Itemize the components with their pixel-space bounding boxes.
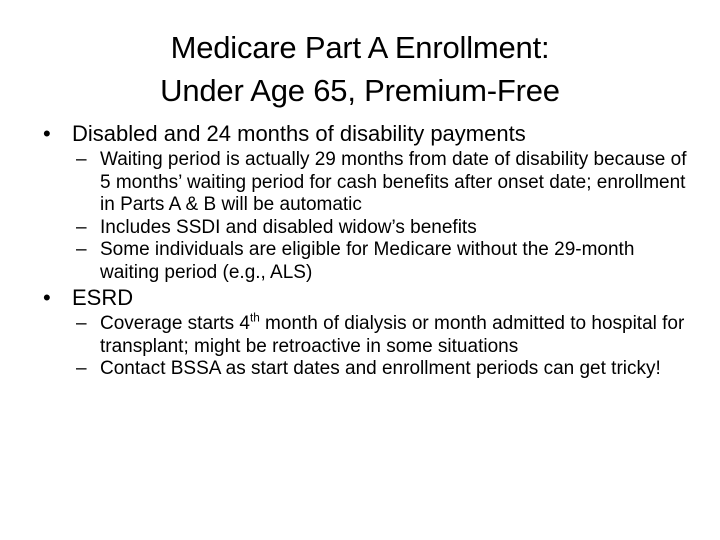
list-item-label: Some individuals are eligible for Medica… bbox=[100, 239, 635, 283]
list-item-label: ESRD bbox=[72, 285, 134, 310]
list-item-label: Contact BSSA as start dates and enrollme… bbox=[100, 358, 661, 379]
list-item: – Coverage starts 4th month of dialysis … bbox=[30, 311, 696, 358]
dash-marker-icon: – bbox=[76, 239, 87, 260]
dash-marker-icon: – bbox=[76, 358, 87, 379]
list-item-label: Includes SSDI and disabled widow’s benef… bbox=[100, 216, 477, 238]
list-item-label: Coverage starts 4th month of dialysis or… bbox=[100, 311, 685, 357]
text-before-superscript: Coverage starts 4 bbox=[100, 313, 250, 334]
list-item: • ESRD bbox=[30, 284, 696, 312]
ordinal-superscript: th bbox=[249, 311, 260, 325]
list-item-label: Disabled and 24 months of disability pay… bbox=[72, 121, 526, 146]
dash-marker-icon: – bbox=[76, 149, 87, 170]
list-item: – Some individuals are eligible for Medi… bbox=[30, 239, 696, 284]
slide-body: • Disabled and 24 months of disability p… bbox=[30, 120, 696, 381]
text-after-superscript: month of dialysis or month admitted to h… bbox=[100, 313, 685, 357]
list-item-label: Waiting period is actually 29 months fro… bbox=[100, 149, 687, 215]
list-item: – Contact BSSA as start dates and enroll… bbox=[30, 358, 696, 381]
dash-marker-icon: – bbox=[76, 313, 87, 334]
list-item: – Waiting period is actually 29 months f… bbox=[30, 149, 696, 217]
bullet-marker-icon: • bbox=[43, 285, 51, 310]
list-item: • Disabled and 24 months of disability p… bbox=[30, 120, 696, 148]
bullet-marker-icon: • bbox=[43, 121, 51, 146]
list-item: – Includes SSDI and disabled widow’s ben… bbox=[30, 217, 696, 240]
page-title: Medicare Part A Enrollment: Under Age 65… bbox=[160, 30, 560, 108]
dash-marker-icon: – bbox=[76, 216, 87, 238]
